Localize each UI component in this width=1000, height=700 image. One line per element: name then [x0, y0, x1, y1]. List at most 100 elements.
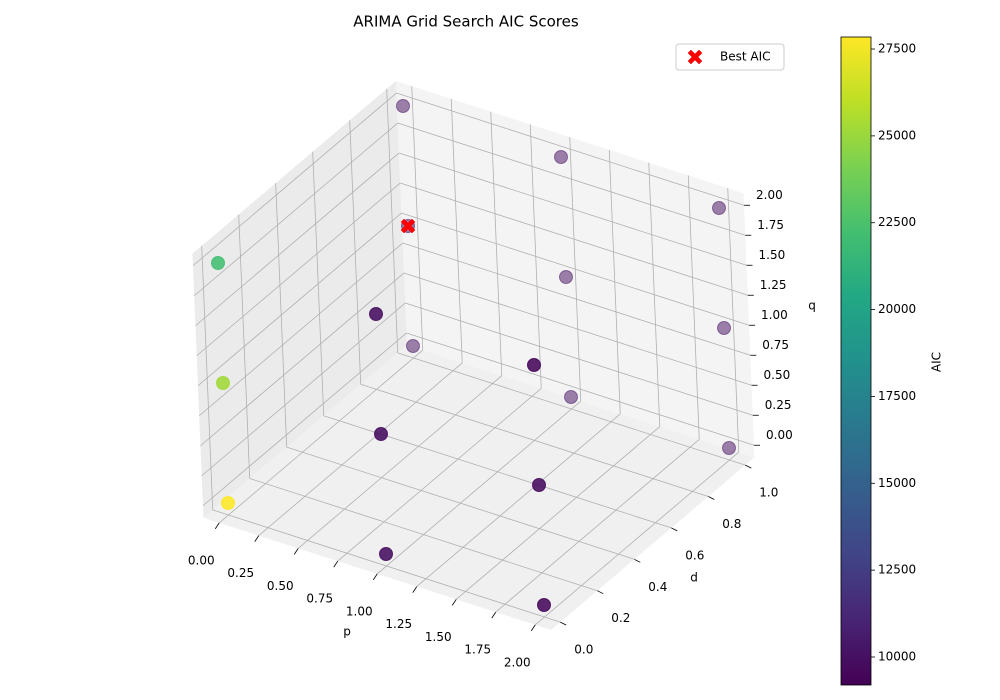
- z-tick-label: 1.75: [757, 218, 784, 232]
- x-tick: [530, 624, 536, 632]
- y-tick-label: 0.4: [648, 580, 667, 594]
- grid-line: [397, 352, 746, 466]
- point: [379, 547, 393, 561]
- grid-line: [198, 242, 403, 417]
- grid-line: [286, 446, 635, 560]
- colorbar-tick-label: 12500: [878, 563, 916, 577]
- point: [211, 256, 225, 270]
- grid-line: [192, 92, 397, 267]
- y-tick: [671, 527, 678, 532]
- colorbar-tick-label: 25000: [878, 128, 916, 142]
- grid-line: [534, 451, 740, 626]
- x-tick-label: 1.00: [346, 604, 373, 618]
- y-tick-label: 0.8: [722, 517, 741, 531]
- point: [554, 150, 568, 164]
- x-axis-label: p: [343, 625, 351, 639]
- colorbar-tick-label: 17500: [878, 389, 916, 403]
- grid-line: [195, 152, 400, 327]
- grid-line: [402, 242, 751, 356]
- x-tick-label: 1.25: [385, 617, 412, 631]
- y-axis-label: d: [690, 571, 698, 585]
- colorbar-tick-label: 27500: [878, 42, 916, 56]
- grid-line: [200, 272, 405, 447]
- point: [396, 99, 410, 113]
- y-tick-label: 0.6: [685, 548, 704, 562]
- point: [527, 358, 541, 372]
- legend-label: Best AIC: [720, 50, 771, 64]
- grid-line: [405, 302, 753, 416]
- z-tick-label: 0.00: [766, 428, 793, 442]
- y-tick: [597, 590, 604, 595]
- colorbar-tick-label: 15000: [878, 476, 916, 490]
- y-tick: [708, 496, 715, 500]
- x-tick: [293, 548, 299, 555]
- z-tick-label: 2.00: [756, 188, 783, 202]
- grid-line: [201, 302, 406, 477]
- point: [722, 441, 736, 455]
- x-tick: [451, 599, 457, 606]
- grid-line: [218, 349, 424, 524]
- point: [216, 376, 230, 390]
- legend-box: [675, 43, 785, 71]
- point: [564, 390, 578, 404]
- x-tick-label: 0.75: [306, 592, 333, 606]
- z-tick-label: 1.50: [759, 248, 786, 262]
- grid-line: [297, 375, 503, 549]
- grid-line: [196, 182, 401, 357]
- point: [532, 478, 546, 492]
- grid-line: [495, 439, 700, 613]
- grid-line: [400, 182, 748, 296]
- colorbar-tick-label: 20000: [878, 302, 916, 316]
- y-tick: [560, 621, 567, 626]
- z-tick-label: 0.50: [764, 368, 791, 382]
- x-tick-label: 2.00: [504, 655, 531, 669]
- grid-line: [249, 478, 598, 592]
- colorbar-tick-label: 22500: [878, 215, 916, 229]
- grid-line: [401, 212, 750, 326]
- colorbar-label: AIC: [930, 352, 944, 372]
- z-tick-label: 1.25: [760, 278, 787, 292]
- best-marker: [400, 218, 416, 234]
- x-tick: [333, 560, 339, 568]
- grid-line: [337, 388, 542, 562]
- z-tick-label: 1.00: [761, 308, 788, 322]
- grid-line: [376, 400, 582, 575]
- grid-line: [398, 152, 747, 266]
- grid-line: [202, 332, 407, 507]
- z-tick-label: 0.25: [765, 398, 792, 412]
- point: [374, 427, 388, 441]
- y-tick: [745, 464, 752, 469]
- y-tick: [634, 558, 641, 563]
- point: [717, 321, 731, 335]
- colorbar: [840, 36, 872, 686]
- chart-title: ARIMA Grid Search AIC Scores: [353, 13, 579, 31]
- grid-line: [360, 383, 709, 497]
- grid-line: [193, 122, 398, 297]
- grid-line: [416, 413, 621, 587]
- y-tick-label: 0.2: [611, 611, 630, 625]
- z-tick-label: 0.75: [762, 338, 789, 352]
- grid-line: [455, 426, 661, 600]
- grid-line: [397, 122, 746, 236]
- legend-marker: [687, 49, 703, 65]
- x-tick: [372, 573, 378, 581]
- x-tick-label: 0.25: [227, 566, 254, 580]
- z-axis-label: q: [808, 299, 816, 313]
- point: [537, 598, 551, 612]
- point: [221, 496, 235, 510]
- point: [559, 270, 573, 284]
- y-tick-label: 1.0: [759, 486, 778, 500]
- grid-line: [406, 332, 755, 446]
- grid-line: [212, 509, 561, 623]
- point: [712, 201, 726, 215]
- x-tick: [254, 535, 260, 542]
- point: [369, 307, 383, 321]
- grid-line: [258, 362, 463, 536]
- x-tick: [214, 522, 220, 530]
- grid-line: [197, 212, 402, 387]
- x-tick-label: 1.75: [464, 643, 491, 657]
- x-tick-label: 0.50: [267, 579, 294, 593]
- x-tick-label: 0.00: [188, 553, 215, 567]
- colorbar-tick-label: 10000: [878, 649, 916, 663]
